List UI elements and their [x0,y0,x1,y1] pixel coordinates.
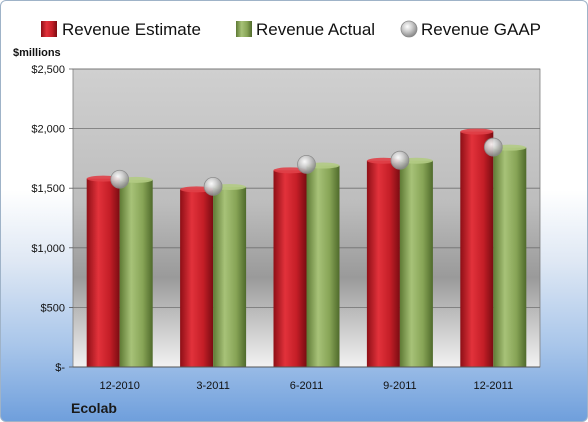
y-axis-ticks: $- $500 $1,000 $1,500 $2,000 $2,500 [31,64,73,374]
y-tick-label: $1,000 [31,243,65,255]
bar-estimate [366,160,400,367]
legend-label-gaap: Revenue GAAP [421,20,541,39]
gaap-markers [110,137,503,196]
x-tick-label: 9-2011 [383,380,416,392]
legend-swatch-estimate [41,21,57,37]
y-tick-label: $2,000 [31,124,65,136]
bars [86,128,527,367]
y-tick-label: $500 [41,302,65,314]
y-tick-label: $- [55,362,65,374]
bar-actual [399,160,433,367]
bar-estimate [460,131,494,367]
x-tick-label: 12-2011 [474,380,514,392]
gaap-marker [390,150,410,170]
gaap-marker [297,154,316,174]
x-tick-label: 12-2010 [100,380,140,392]
legend-swatch-gaap [400,20,418,38]
bar-estimate [86,178,120,367]
legend-item-gaap: Revenue GAAP [400,20,541,39]
bar-actual [213,187,247,367]
gaap-marker [203,177,223,196]
x-axis-ticks: 12-2010 3-2011 6-2011 9-2011 12-2011 [73,366,540,392]
bar-estimate [180,189,214,367]
y-tick-label: $1,500 [31,183,65,195]
legend: Revenue Estimate Revenue Actual Revenue … [41,20,541,39]
legend-swatch-actual [236,21,252,37]
gaap-marker [110,169,130,189]
x-tick-label: 3-2011 [196,380,229,392]
legend-label-estimate: Revenue Estimate [62,20,201,39]
bar-actual [306,165,340,367]
y-tick-label: $2,500 [31,64,65,76]
x-tick-label: 6-2011 [290,380,323,392]
y-axis-unit-label: $millions [13,47,61,59]
gaap-marker [483,137,503,157]
company-name: Ecolab [71,400,117,416]
bar-actual [493,147,527,367]
bar-actual [119,179,153,367]
bar-estimate-cap [460,128,494,135]
legend-item-actual: Revenue Actual [236,20,375,39]
legend-item-estimate: Revenue Estimate [41,20,201,39]
bar-estimate [273,170,307,367]
legend-label-actual: Revenue Actual [256,20,375,39]
